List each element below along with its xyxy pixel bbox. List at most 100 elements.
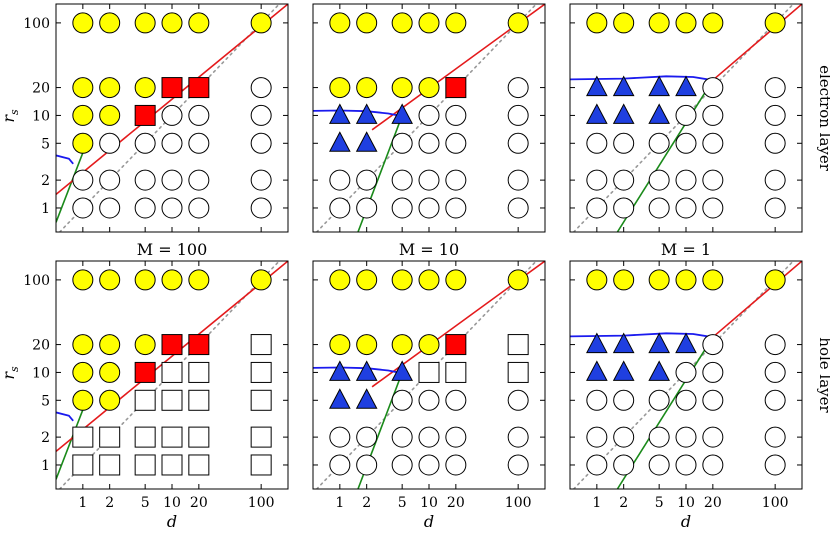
marker-yellow-circle [702, 269, 724, 291]
marker-yellow-circle [72, 104, 94, 126]
marker-yellow-circle [161, 12, 183, 34]
marker-open-circle [188, 132, 210, 154]
marker-yellow-circle [507, 269, 529, 291]
marker-open-circle [418, 426, 440, 448]
x-tick-label: 10 [163, 495, 181, 511]
marker-open-circle [188, 197, 210, 219]
marker-open-circle [675, 426, 697, 448]
y-axis-label: rs [0, 109, 21, 123]
marker-yellow-circle [445, 269, 467, 291]
marker-open-circle [418, 169, 440, 191]
marker-open-circle [648, 426, 670, 448]
marker-open-circle [764, 361, 786, 383]
marker-yellow-circle [250, 12, 272, 34]
marker-blue-triangle [355, 131, 378, 152]
x-tick-label: 1 [592, 495, 601, 511]
x-axis-label: d [681, 512, 691, 531]
y-tick-label: 1 [41, 201, 50, 217]
marker-open-circle [648, 389, 670, 411]
tick-marks [313, 261, 545, 489]
marker-yellow-circle [99, 269, 121, 291]
marker-yellow-circle [161, 269, 183, 291]
marker-yellow-circle [391, 77, 413, 99]
tick-marks [56, 4, 288, 232]
marker-blue-triangle [612, 332, 635, 354]
marker-blue-triangle [329, 360, 351, 381]
marker-open-circle [675, 169, 697, 191]
marker-yellow-circle [445, 12, 467, 34]
marker-open-circle [99, 169, 121, 191]
blue-curve [56, 411, 74, 422]
y-tick-label: 2 [41, 430, 50, 446]
marker-yellow-circle [391, 334, 413, 356]
panel-electron-m10: M = 10 [312, 3, 546, 259]
marker-yellow-circle [675, 269, 697, 291]
marker-open-circle [702, 77, 724, 99]
marker-yellow-circle [418, 334, 440, 356]
x-tick-label: 5 [398, 495, 407, 511]
marker-open-circle [675, 104, 697, 126]
marker-blue-triangle [586, 75, 608, 97]
marker-yellow-circle [356, 77, 378, 99]
marker-open-circle [675, 389, 697, 411]
marker-open-circle [613, 389, 635, 411]
marker-red-square [161, 334, 183, 356]
y-axis-label: rs [0, 366, 21, 380]
marker-open-circle [764, 334, 786, 356]
marker-yellow-circle [99, 334, 121, 356]
marker-yellow-circle [507, 12, 529, 34]
marker-open-square [188, 426, 210, 448]
column-label: M = 100 [137, 240, 208, 259]
marker-yellow-circle [72, 12, 94, 34]
marker-yellow-circle [72, 132, 94, 154]
row-label: electron layer [816, 65, 830, 172]
marker-open-circle [702, 426, 724, 448]
marker-yellow-circle [329, 77, 351, 99]
marker-red-square [161, 77, 183, 99]
marker-blue-triangle [355, 103, 378, 124]
marker-yellow-circle [356, 269, 378, 291]
marker-open-square [250, 389, 272, 411]
marker-open-square [72, 454, 94, 476]
panel-hole-m100: 1 2 5 10 20 100 rs 1 2 5 10 20 100 d [0, 260, 289, 531]
red-line [56, 261, 288, 453]
marker-yellow-circle [329, 269, 351, 291]
marker-open-circle [72, 169, 94, 191]
marker-blue-triangle [355, 388, 378, 409]
x-axis-label: d [167, 512, 177, 531]
marker-yellow-circle [188, 269, 210, 291]
x-tick-label: 2 [362, 495, 371, 511]
panel-hole-m1: 1 2 5 10 20 100 d hole layer [569, 260, 830, 531]
marker-open-circle [188, 104, 210, 126]
marker-open-circle [329, 197, 351, 219]
red-line [712, 4, 802, 81]
marker-yellow-circle [134, 12, 156, 34]
x-tick-label: 20 [704, 495, 722, 511]
marker-open-circle [250, 169, 272, 191]
x-tick-label: 2 [105, 495, 114, 511]
marker-open-circle [99, 132, 121, 154]
marker-open-circle [329, 169, 351, 191]
tick-marks [313, 4, 545, 232]
marker-open-circle [391, 389, 413, 411]
x-tick-label: 10 [677, 495, 695, 511]
marker-blue-triangle [612, 75, 635, 97]
x-tick-label: 10 [420, 495, 438, 511]
marker-yellow-circle [329, 12, 351, 34]
marker-open-circle [764, 77, 786, 99]
marker-yellow-circle [72, 389, 94, 411]
marker-open-circle [702, 104, 724, 126]
marker-yellow-circle [391, 269, 413, 291]
marker-open-circle [445, 389, 467, 411]
marker-open-square [99, 426, 121, 448]
y-tick-label: 100 [23, 273, 50, 289]
marker-blue-triangle [586, 332, 608, 354]
marker-open-circle [507, 77, 529, 99]
panel-markers [72, 269, 272, 476]
marker-open-circle [613, 426, 635, 448]
marker-open-circle [507, 104, 529, 126]
marker-blue-triangle [612, 103, 635, 124]
x-tick-label: 20 [190, 495, 208, 511]
marker-open-circle [418, 454, 440, 476]
marker-open-circle [702, 389, 724, 411]
